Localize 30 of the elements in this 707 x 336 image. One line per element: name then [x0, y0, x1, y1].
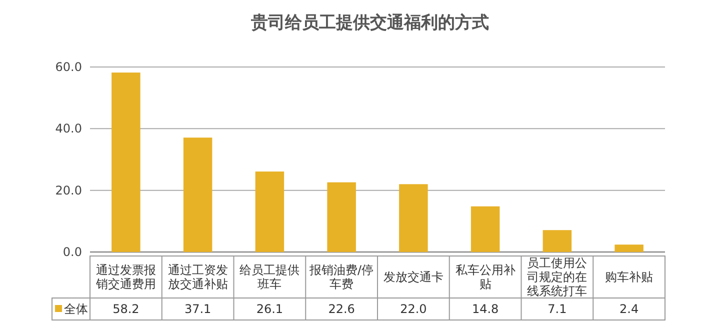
bar — [470, 206, 500, 252]
data-label: 22.0 — [400, 302, 427, 316]
data-label: 26.1 — [256, 302, 284, 316]
x-tick-label: 员工使用公司规定的在线系统打车 — [527, 256, 588, 298]
x-tick-label: 购车补贴 — [605, 270, 654, 284]
x-tick-label: 报销油费/停车费 — [308, 263, 374, 291]
x-tick-label: 通过工资发放交通补贴 — [168, 263, 228, 291]
y-tick-label: 60.0 — [55, 60, 82, 74]
bar — [542, 230, 572, 252]
x-tick-label: 给员工提供班车 — [240, 263, 300, 291]
x-tick-label: 发放交通卡 — [383, 270, 444, 284]
data-label: 22.6 — [328, 302, 355, 316]
bar — [614, 244, 644, 252]
data-label: 14.8 — [472, 302, 499, 316]
legend-label: 全体 — [64, 302, 88, 316]
x-tick-label: 通过发票报销交通费用 — [94, 263, 156, 291]
data-label: 37.1 — [184, 302, 212, 316]
y-tick-label: 0.0 — [62, 245, 82, 259]
x-tick-label: 私车公用补贴 — [455, 263, 516, 291]
y-tick-label: 20.0 — [55, 183, 82, 198]
data-label: 7.1 — [548, 302, 567, 316]
bar — [183, 138, 212, 252]
data-label: 2.4 — [620, 302, 639, 316]
bar — [399, 184, 428, 252]
y-tick-label: 40.0 — [55, 122, 82, 136]
data-label: 58.2 — [112, 302, 140, 316]
chart-title: 贵司给员工提供交通福利的方式 — [250, 13, 489, 33]
bar — [327, 182, 356, 252]
bar — [112, 72, 140, 252]
bar — [255, 172, 284, 252]
